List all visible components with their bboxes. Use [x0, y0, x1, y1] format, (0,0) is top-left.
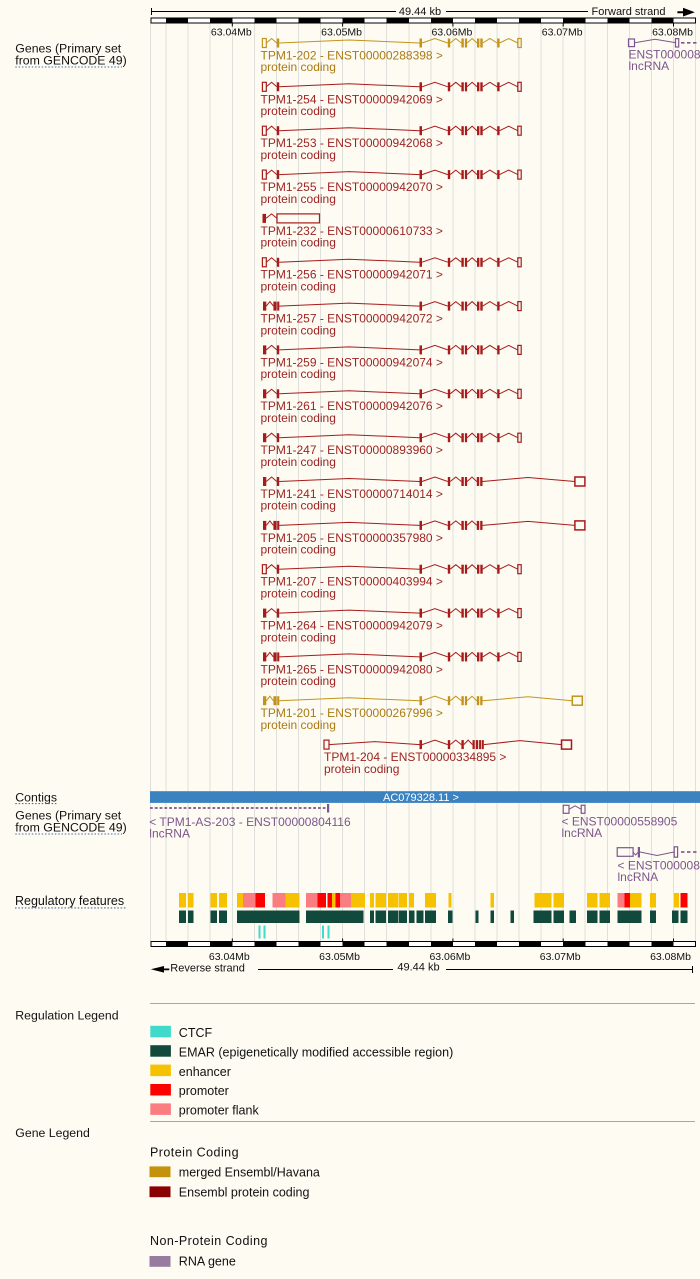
- svg-text:TPM1-232 - ENST00000610733 >: TPM1-232 - ENST00000610733 >: [261, 224, 443, 238]
- svg-text:from GENCODE 49): from GENCODE 49): [15, 54, 126, 68]
- svg-text:Contigs: Contigs: [15, 791, 57, 805]
- svg-text:RNA gene: RNA gene: [179, 1255, 236, 1269]
- svg-text:TPM1-241 - ENST00000714014 >: TPM1-241 - ENST00000714014 >: [261, 487, 443, 501]
- svg-text:63.05Mb: 63.05Mb: [319, 951, 360, 963]
- svg-text:TPM1-255 - ENST00000942070 >: TPM1-255 - ENST00000942070 >: [261, 180, 443, 194]
- svg-text:63.08Mb: 63.08Mb: [652, 27, 693, 39]
- svg-text:from GENCODE 49): from GENCODE 49): [15, 821, 126, 835]
- svg-text:TPM1-256 - ENST00000942071 >: TPM1-256 - ENST00000942071 >: [261, 268, 443, 282]
- svg-text:63.04Mb: 63.04Mb: [211, 27, 252, 39]
- svg-text:63.06Mb: 63.06Mb: [429, 951, 470, 963]
- svg-text:TPM1-259 - ENST00000942074 >: TPM1-259 - ENST00000942074 >: [261, 355, 443, 369]
- svg-text:protein coding: protein coding: [261, 630, 336, 644]
- svg-text:promoter flank: promoter flank: [179, 1104, 260, 1118]
- svg-text:TPM1-247 - ENST00000893960 >: TPM1-247 - ENST00000893960 >: [261, 443, 443, 457]
- svg-text:TPM1-265 - ENST00000942080 >: TPM1-265 - ENST00000942080 >: [261, 662, 443, 676]
- svg-text:enhancer: enhancer: [179, 1065, 231, 1079]
- svg-text:TPM1-264 - ENST00000942079 >: TPM1-264 - ENST00000942079 >: [261, 618, 443, 632]
- svg-text:merged Ensembl/Havana: merged Ensembl/Havana: [179, 1165, 320, 1179]
- svg-text:lncRNA: lncRNA: [618, 870, 659, 884]
- svg-text:protein coding: protein coding: [261, 192, 336, 206]
- svg-text:AC079328.11 >: AC079328.11 >: [383, 792, 459, 804]
- svg-text:< ENST00000558905: < ENST00000558905: [562, 814, 678, 828]
- svg-text:protein coding: protein coding: [261, 60, 336, 74]
- svg-text:lncRNA: lncRNA: [562, 826, 603, 840]
- svg-text:Reverse strand: Reverse strand: [170, 963, 245, 975]
- svg-text:TPM1-257 - ENST00000942072 >: TPM1-257 - ENST00000942072 >: [261, 312, 443, 326]
- svg-text:protein coding: protein coding: [261, 367, 336, 381]
- svg-text:TPM1-205 - ENST00000357980 >: TPM1-205 - ENST00000357980 >: [261, 531, 443, 545]
- svg-text:protein coding: protein coding: [261, 586, 336, 600]
- svg-text:lncRNA: lncRNA: [149, 826, 190, 840]
- svg-text:protein coding: protein coding: [261, 674, 336, 688]
- svg-text:63.04Mb: 63.04Mb: [209, 951, 250, 963]
- svg-text:63.07Mb: 63.07Mb: [540, 951, 581, 963]
- svg-text:TPM1-253 - ENST00000942068 >: TPM1-253 - ENST00000942068 >: [261, 136, 443, 150]
- svg-text:Genes (Primary set: Genes (Primary set: [15, 808, 122, 822]
- svg-text:Genes (Primary set: Genes (Primary set: [15, 41, 122, 55]
- svg-text:Regulatory features: Regulatory features: [15, 894, 124, 908]
- svg-text:protein coding: protein coding: [261, 148, 336, 162]
- svg-text:Forward strand: Forward strand: [592, 6, 666, 18]
- svg-text:protein coding: protein coding: [261, 279, 336, 293]
- svg-text:protein coding: protein coding: [261, 411, 336, 425]
- svg-text:Non-Protein Coding: Non-Protein Coding: [150, 1234, 268, 1248]
- svg-text:protein coding: protein coding: [261, 543, 336, 557]
- svg-text:TPM1-204 - ENST00000334895 >: TPM1-204 - ENST00000334895 >: [324, 750, 506, 764]
- svg-text:protein coding: protein coding: [261, 499, 336, 513]
- svg-text:CTCF: CTCF: [179, 1026, 213, 1040]
- svg-text:63.07Mb: 63.07Mb: [542, 27, 583, 39]
- svg-text:lncRNA: lncRNA: [629, 59, 670, 73]
- svg-text:protein coding: protein coding: [261, 323, 336, 337]
- svg-text:Protein Coding: Protein Coding: [150, 1145, 239, 1159]
- svg-text:TPM1-201 - ENST00000267996 >: TPM1-201 - ENST00000267996 >: [261, 706, 443, 720]
- svg-text:protein coding: protein coding: [261, 236, 336, 250]
- svg-text:Gene Legend: Gene Legend: [15, 1126, 90, 1140]
- svg-text:49.44 kb: 49.44 kb: [399, 6, 441, 18]
- svg-text:protein coding: protein coding: [261, 718, 336, 732]
- svg-text:63.06Mb: 63.06Mb: [431, 27, 472, 39]
- svg-text:< ENST00000806: < ENST00000806: [618, 858, 700, 872]
- svg-text:protein coding: protein coding: [324, 762, 399, 776]
- svg-text:TPM1-202 - ENST00000288398 >: TPM1-202 - ENST00000288398 >: [261, 48, 443, 62]
- svg-text:49.44 kb: 49.44 kb: [397, 961, 439, 973]
- svg-text:63.08Mb: 63.08Mb: [650, 951, 691, 963]
- svg-text:< TPM1-AS-203 - ENST0000080411: < TPM1-AS-203 - ENST00000804116: [149, 815, 351, 829]
- svg-text:ENST00000806: ENST00000806: [629, 47, 700, 61]
- svg-text:Ensembl protein coding: Ensembl protein coding: [179, 1185, 310, 1199]
- svg-text:Regulation Legend: Regulation Legend: [15, 1009, 118, 1023]
- svg-text:promoter: promoter: [179, 1084, 229, 1098]
- svg-text:63.05Mb: 63.05Mb: [321, 27, 362, 39]
- svg-text:TPM1-254 - ENST00000942069 >: TPM1-254 - ENST00000942069 >: [261, 92, 443, 106]
- svg-text:TPM1-207 - ENST00000403994 >: TPM1-207 - ENST00000403994 >: [261, 575, 443, 589]
- svg-text:protein coding: protein coding: [261, 104, 336, 118]
- svg-text:TPM1-261 - ENST00000942076 >: TPM1-261 - ENST00000942076 >: [261, 399, 443, 413]
- svg-text:EMAR (epigenetically modified: EMAR (epigenetically modified accessible…: [179, 1045, 453, 1059]
- svg-text:protein coding: protein coding: [261, 455, 336, 469]
